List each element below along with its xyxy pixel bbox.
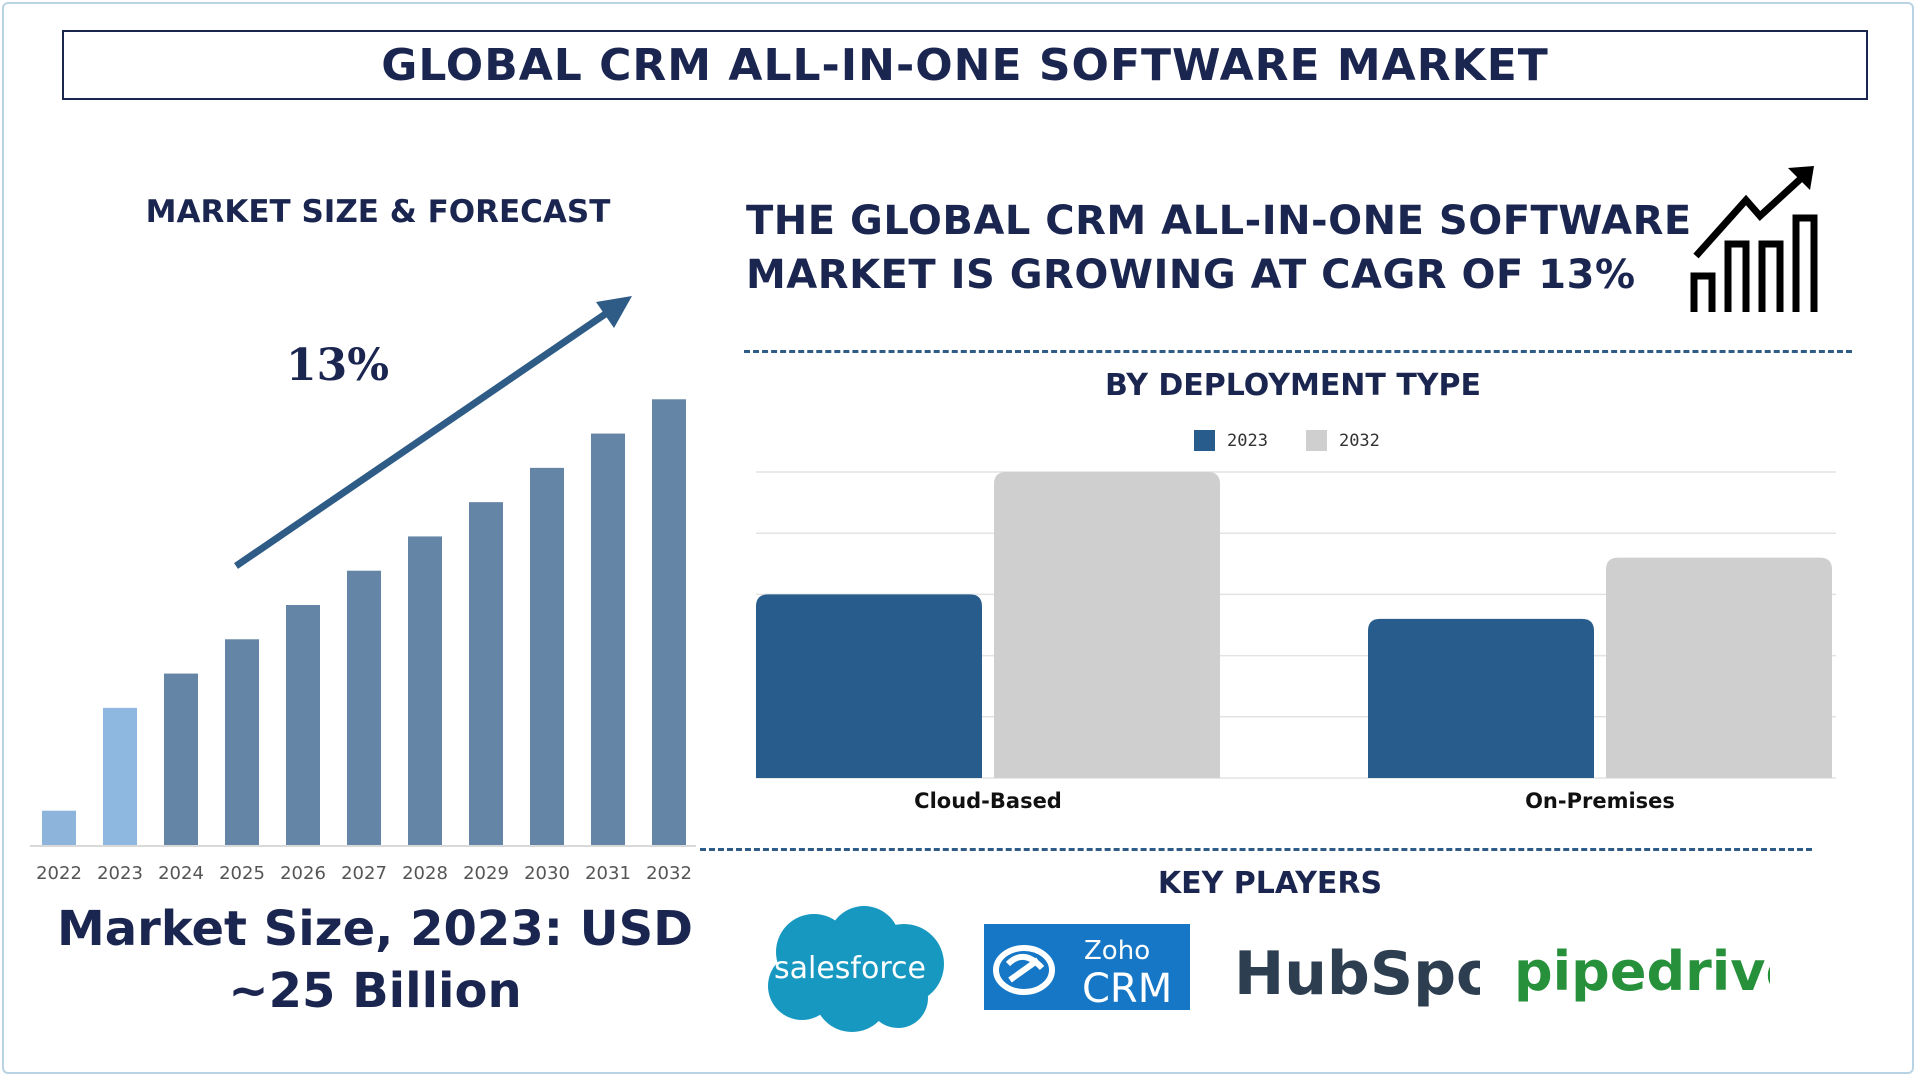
market-size-bar-chart: 2022 2023 2024 2025 2026 2027 2028 2029 2030 2031… <box>30 296 696 884</box>
page-title: GLOBAL CRM ALL-IN-ONE SOFTWARE MARKET <box>381 39 1549 91</box>
market-size-heading: MARKET SIZE & FORECAST <box>145 194 611 230</box>
key-players-heading: KEY PLAYERS <box>1157 866 1383 901</box>
deployment-legend: 2023 2032 <box>1194 430 1418 451</box>
tick-label-2027: 2027 <box>341 863 387 884</box>
bar-cloud-based-2032 <box>994 472 1220 778</box>
bar-2022 <box>42 810 76 845</box>
divider-top <box>744 350 1852 353</box>
bar-on-premises-2023 <box>1368 618 1594 778</box>
zoho-crm-logo-text: CRM <box>1082 966 1172 1010</box>
cagr-headline: THE GLOBAL CRM ALL-IN-ONE SOFTWARE MARKE… <box>746 194 1692 302</box>
legend-label-2032: 2032 <box>1338 430 1380 451</box>
pipedrive-logo: pipedrive <box>1510 930 1770 1012</box>
tick-label-2032: 2032 <box>646 863 692 884</box>
bar-2029 <box>469 502 503 845</box>
legend-swatch-2023 <box>1194 430 1215 451</box>
legend-item-2023: 2023 <box>1194 430 1268 451</box>
hubspot-logo: HubSpot <box>1230 930 1480 1012</box>
tick-label-2022: 2022 <box>36 863 82 884</box>
tick-label-2023: 2023 <box>97 863 143 884</box>
legend-item-2032: 2032 <box>1305 430 1380 451</box>
legend-label-2023: 2023 <box>1227 430 1268 451</box>
bar-cloud-based-2023 <box>756 594 982 778</box>
deployment-bar-chart: Cloud-Based On-Premises <box>756 471 1836 813</box>
growth-chart-icon <box>1690 166 1818 312</box>
legend-swatch-2032 <box>1305 430 1327 451</box>
market-size-summary: Market Size, 2023: USD ~25 Billion <box>30 898 720 1022</box>
bar-2028 <box>408 536 442 845</box>
bar-2026 <box>286 605 320 845</box>
tick-label-2025: 2025 <box>219 863 265 884</box>
category-label-on-premises: On-Premises <box>1525 789 1675 813</box>
tick-label-2030: 2030 <box>524 863 570 884</box>
salesforce-logo-text: salesforce <box>774 951 926 986</box>
cagr-headline-line-1: THE GLOBAL CRM ALL-IN-ONE SOFTWARE <box>746 198 1692 244</box>
bar-2031 <box>591 433 625 845</box>
bar-2025 <box>225 639 259 845</box>
title-banner: GLOBAL CRM ALL-IN-ONE SOFTWARE MARKET <box>62 30 1868 100</box>
bar-2027 <box>347 570 381 845</box>
hubspot-logo-text: HubSpot <box>1234 939 1480 1009</box>
growth-arrow <box>234 301 622 569</box>
pipedrive-logo-text: pipedrive <box>1514 940 1770 1003</box>
bar-2030 <box>530 467 564 845</box>
bar-2024 <box>164 673 198 845</box>
tick-label-2024: 2024 <box>158 863 204 884</box>
category-label-cloud-based: Cloud-Based <box>914 789 1062 813</box>
divider-bottom <box>700 848 1812 851</box>
market-size-line-1: Market Size, 2023: USD <box>56 901 694 957</box>
cagr-headline-line-2: MARKET IS GROWING AT CAGR OF 13% <box>746 252 1636 298</box>
bar-2032 <box>652 399 686 845</box>
cagr-label: 13% <box>286 340 390 391</box>
growth-arrow-head <box>596 296 632 328</box>
tick-label-2028: 2028 <box>402 863 448 884</box>
market-size-line-2: ~25 Billion <box>228 963 522 1019</box>
zoho-logo-text: Zoho <box>1084 936 1150 966</box>
tick-label-2031: 2031 <box>585 863 631 884</box>
salesforce-logo: salesforce <box>752 898 948 1034</box>
deployment-heading: BY DEPLOYMENT TYPE <box>1104 368 1481 403</box>
bar-2023 <box>103 707 137 845</box>
tick-label-2029: 2029 <box>463 863 509 884</box>
bar-on-premises-2032 <box>1606 557 1832 778</box>
zoho-crm-logo: Zoho CRM <box>984 924 1190 1010</box>
tick-label-2026: 2026 <box>280 863 326 884</box>
